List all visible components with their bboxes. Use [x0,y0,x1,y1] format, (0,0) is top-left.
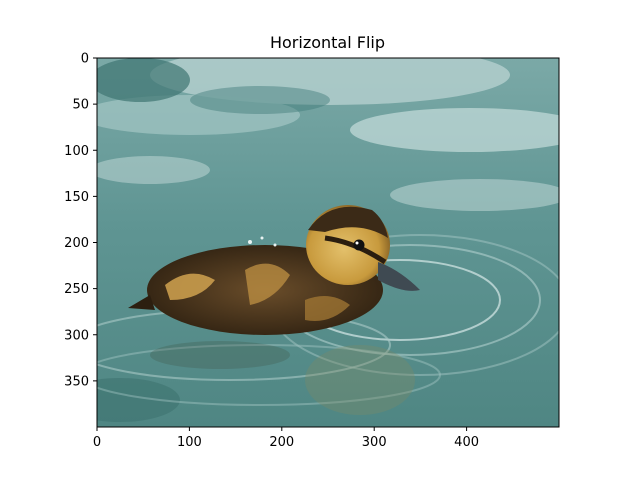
y-tick-label: 50 [72,98,89,113]
y-tick-label: 100 [64,144,89,159]
water-shadow [97,58,190,102]
y-axis: 0 50 100 150 200 250 300 350 [64,52,97,389]
duck-reflection [150,341,290,369]
duck-body-markings [245,263,290,305]
water-shadow [190,86,330,114]
duck-head-crown [308,206,388,238]
y-tick-label: 0 [81,52,89,67]
duck-body-markings [165,273,215,300]
x-tick-label: 100 [177,435,202,450]
duck-eye-highlight [355,241,359,245]
y-tick-label: 350 [64,374,89,389]
image-photo [97,58,559,427]
x-tick-label: 0 [93,435,101,450]
chart-title: Horizontal Flip [269,33,386,52]
y-tick-label: 150 [64,190,89,205]
water-droplet [273,243,277,247]
y-tick-label: 200 [64,236,89,251]
water-highlight [97,95,300,135]
x-axis: 0 100 200 300 400 [93,427,479,450]
water-droplet [248,240,252,244]
water-highlight [97,156,210,184]
x-tick-label: 200 [269,435,294,450]
y-tick-label: 300 [64,328,89,343]
duck-reflection [305,345,415,415]
water-highlight [350,108,559,152]
water-shadow [97,378,180,422]
duck-beak [378,262,420,291]
y-tick-label: 250 [64,282,89,297]
duck-body-markings [305,296,350,321]
duck-eye [353,239,365,251]
water-droplet [260,236,264,240]
x-tick-label: 400 [454,435,479,450]
duck-tail [128,295,155,310]
x-tick-label: 300 [362,435,387,450]
water-highlight [150,58,510,105]
water-highlight [390,179,559,211]
